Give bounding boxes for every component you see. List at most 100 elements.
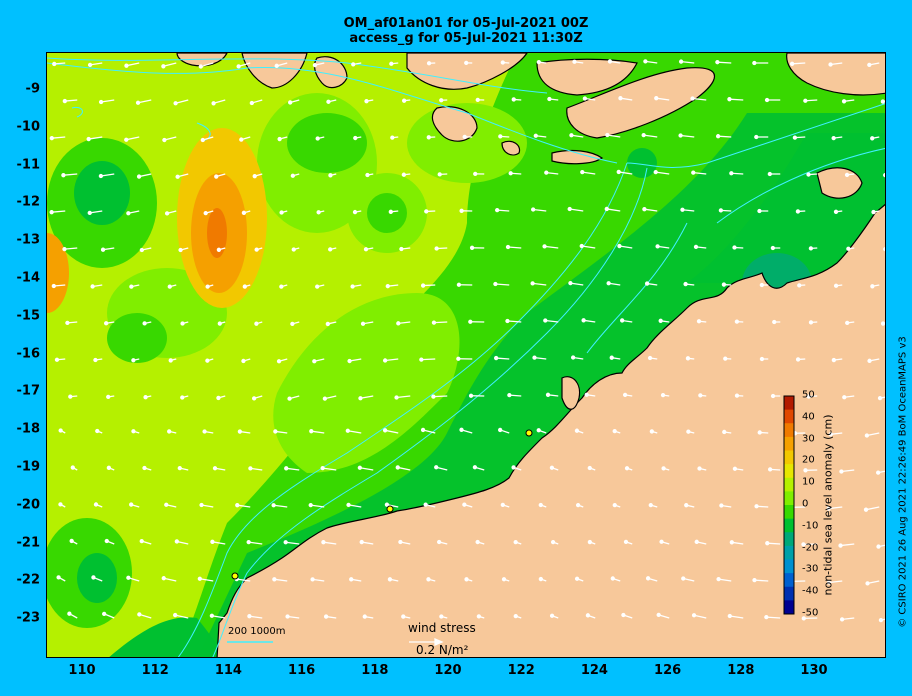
wind-arrow-head: [826, 506, 831, 511]
wind-stress-arrows: [49, 59, 885, 623]
wind-arrow-head: [236, 64, 241, 69]
wind-arrow-head: [106, 394, 111, 400]
wind-arrow-head: [732, 466, 738, 471]
wind-arrow-head: [645, 576, 651, 581]
wind-arrow: [828, 580, 843, 584]
wind-arrow: [100, 173, 115, 177]
wind-arrow-head: [658, 318, 663, 323]
wind-arrow-head: [883, 246, 885, 252]
wind-arrow-head: [401, 614, 406, 619]
wind-arrow: [582, 171, 596, 175]
wind-arrow-head: [104, 538, 109, 544]
wind-arrow: [717, 61, 732, 64]
wind-arrow: [200, 62, 214, 68]
wind-arrow-head: [180, 321, 185, 326]
wind-arrow: [656, 97, 670, 101]
wind-arrow-head: [456, 356, 461, 361]
wind-arrow-head: [718, 208, 724, 213]
wind-arrow-head: [439, 98, 444, 103]
wind-arrow-head: [308, 502, 313, 508]
wind-arrow-head: [459, 427, 464, 432]
wind-arrow: [496, 357, 510, 360]
colorbar-segment: [784, 436, 794, 451]
wind-arrow: [533, 208, 547, 212]
wind-arrow-head: [420, 427, 426, 433]
wind-arrow-head: [321, 540, 326, 545]
wind-arrow-head: [767, 171, 772, 177]
wind-arrow-head: [459, 208, 464, 213]
wind-arrow-head: [828, 62, 833, 67]
wind-arrow-head: [764, 97, 770, 103]
wind-arrow-head: [691, 170, 696, 175]
wind-arrow-head: [696, 319, 702, 324]
wind-arrow: [137, 99, 152, 104]
wind-arrow-head: [205, 284, 210, 289]
wind-arrow: [322, 467, 337, 471]
lon-tick-label: 116: [288, 663, 316, 678]
wind-arrow-head: [612, 502, 617, 508]
wind-arrow-head: [399, 246, 404, 252]
wind-arrow-head: [833, 283, 839, 288]
wind-arrow-head: [164, 502, 169, 507]
wind-arrow-head: [131, 358, 136, 363]
colorbar-segment: [784, 573, 794, 588]
wind-arrow-head: [131, 429, 136, 434]
wind-arrow-head: [624, 466, 630, 471]
wind-arrow: [396, 395, 411, 399]
wind-arrow: [644, 208, 658, 212]
wind-arrow-head: [56, 575, 61, 580]
wind-arrow: [311, 430, 325, 434]
wind-arrow-head: [623, 539, 629, 545]
wind-arrow-head: [864, 433, 870, 438]
wind-arrow-head: [161, 576, 166, 581]
wind-arrow-head: [58, 428, 63, 433]
wind-arrow: [421, 358, 436, 361]
wind-arrow-head: [723, 356, 728, 361]
wind-arrow-head: [323, 614, 329, 619]
wind-arrow-head: [605, 132, 610, 138]
colorbar-tick-label: 40: [802, 411, 815, 423]
depth-scale-label: 200 1000m: [228, 626, 286, 637]
wind-arrow-head: [752, 577, 757, 583]
wind-arrow: [347, 430, 362, 434]
wind-arrow: [433, 321, 448, 324]
wind-arrow-head: [205, 358, 210, 363]
wind-arrow-head: [365, 172, 370, 178]
wind-arrow-head: [214, 174, 219, 179]
wind-arrow-head: [680, 207, 685, 212]
lat-tick-label: -10: [16, 119, 41, 135]
wind-arrow-head: [237, 429, 243, 434]
wind-arrow-head: [69, 538, 74, 544]
wind-arrow: [792, 62, 806, 65]
wind-arrow-head: [426, 135, 431, 140]
wind-arrow-head: [363, 247, 369, 252]
wind-arrow-head: [364, 99, 369, 104]
lat-tick-label: -11: [16, 157, 41, 173]
anomaly-field: [47, 53, 885, 657]
wind-arrow-head: [235, 503, 240, 508]
wind-arrow-head: [770, 393, 776, 399]
wind-arrow-head: [505, 244, 511, 250]
wind-arrow-head: [350, 284, 355, 289]
wind-arrow-head: [291, 247, 296, 252]
wind-arrow: [175, 99, 189, 104]
wind-arrow: [545, 319, 559, 323]
wind-arrow-head: [358, 396, 363, 401]
wind-arrow-head: [197, 576, 202, 581]
wind-arrow-head: [58, 502, 63, 507]
wind-arrow-head: [382, 358, 388, 363]
wind-arrow-head: [828, 432, 833, 437]
wind-arrow-head: [202, 429, 207, 434]
wind-arrow-head: [574, 428, 580, 433]
wind-arrow: [237, 504, 251, 508]
wind-arrow: [249, 615, 263, 619]
wind-arrow-head: [538, 502, 543, 508]
wind-arrow-head: [876, 544, 881, 549]
colorbar-segment: [784, 477, 794, 492]
wind-arrow-head: [316, 210, 321, 215]
wind-arrow-head: [842, 395, 847, 400]
wind-arrow-head: [845, 320, 850, 326]
sea-level-map[interactable]: [46, 52, 886, 658]
wind-arrow-head: [254, 247, 259, 252]
wind-arrow-head: [161, 64, 166, 69]
